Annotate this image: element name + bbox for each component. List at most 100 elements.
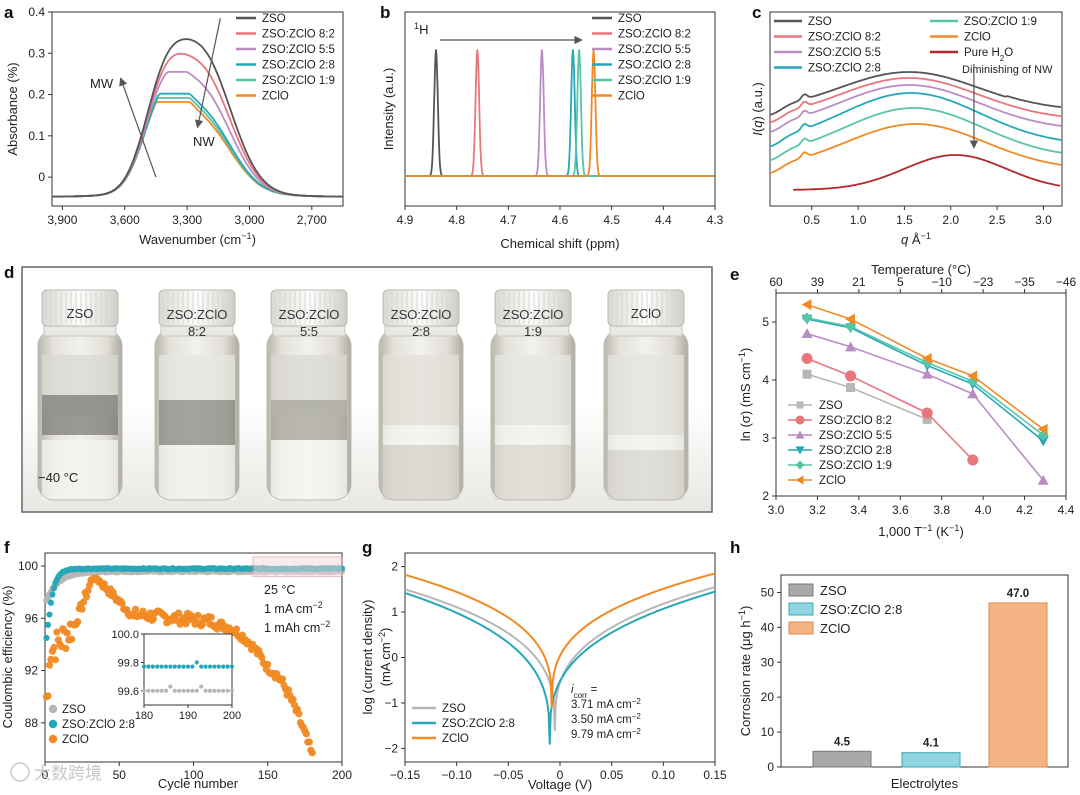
y-tick-label: 0 [767,760,774,774]
label-part: ) (a.u.) [750,82,765,120]
x-tick-label: 100 [183,768,203,782]
tafel-curve [404,572,716,709]
data-marker [1037,436,1049,447]
top-axis-title: Temperature (°C) [871,262,971,277]
top-tick-label: 5 [897,275,904,289]
data-point-zclo [45,661,54,669]
legend-label: ZSO [808,16,832,28]
vial-content [608,450,684,500]
label-part: 1,000 T [878,524,922,539]
legend-label: ZSO [442,703,466,715]
inset-point-zso-zclo-2-8 [181,664,186,669]
legend-label: ZSO:ZClO 1:9 [262,75,335,87]
legend-label: ZSO:ZClO 5:5 [808,47,881,59]
saxs-curve [769,84,1062,133]
x-tick-label: 3.0 [768,503,785,517]
inset-point-zso-zclo-2-8 [146,664,151,669]
inset-y-tick-label: 100.0 [111,629,139,641]
inset-point-zso-zclo-2-8 [163,664,169,669]
x-tick-label: 2.5 [989,213,1006,227]
panel-letter: e [730,265,739,284]
panel-a: a 3,900 3,600 3,300 3,000 2,700 0 0.1 0.2 0.3 0.4 W… [4,3,344,247]
y-axis-title: Corrosion rate (μg h−1) [737,606,753,737]
x-tick-label: 1.5 [896,213,913,227]
label-part: Corrosion rate (μg h [738,620,753,736]
data-point-zclo [44,692,52,700]
label-part: i [571,684,574,696]
data-marker [801,328,813,338]
label-part: Pure H [964,47,1000,59]
vial-label-5-ratio: 1:9 [524,324,542,339]
legend-label: ZSO:ZClO 5:5 [618,44,691,56]
vial-label-4-ratio: 2:8 [412,324,430,339]
legend-label: ZSO [820,583,847,598]
y-axis-title: log (current density) [360,600,375,715]
label-part: 1 mA cm [264,602,313,616]
condition-capacity: 1 mAh cm−2 [264,619,330,635]
x-tick-label: 4.2 [1016,503,1033,517]
label-part: 3.50 mA cm [571,714,632,726]
x-tick-label: 150 [258,768,278,782]
x-axis-title: 1,000 T−1 (K−1) [878,523,964,539]
inset-point-zso [199,684,204,689]
data-point-zclo [149,615,158,623]
data-marker [967,454,979,466]
label-part: −1 [737,352,747,362]
inset-point-zso [203,688,208,693]
vial: ZSO:ZClO 1:9 [490,289,576,501]
icorr-label: icorr = [571,684,598,700]
arrow-mw [119,77,157,178]
data-marker [845,321,857,333]
data-marker [922,414,932,424]
inset-point-zso-zclo-2-8 [203,664,208,669]
data-marker [845,313,855,325]
vial: ZSO [37,289,123,501]
data-marker [802,369,812,379]
x-tick-label: −0.10 [441,768,472,782]
inset-point-zso [212,688,217,693]
label-part: ) [378,628,393,632]
y-tick-label: 1 [391,605,398,619]
data-marker [921,407,933,419]
legend-label: ZSO:ZClO 8:2 [819,415,892,427]
x-tick-label: 4.5 [603,213,620,227]
inset-point-zso-zclo-2-8 [207,664,213,669]
legend-label: ZSO:ZClO 2:8 [442,718,515,730]
photo-frame [21,266,713,513]
legend-label: ZClO [964,32,991,44]
inset-point-zso [146,688,151,693]
x-axis-title: Chemical shift (ppm) [500,236,619,251]
bar-value-label: 47.0 [1007,588,1029,600]
label-part: −2 [377,632,387,642]
data-point-zclo [284,686,293,694]
x-tick-label: 200 [332,768,352,782]
data-marker [795,415,805,425]
vial-label-3-ratio: 5:5 [300,324,318,339]
y-tick-label: 0.2 [28,88,45,102]
x-tick-label: 4.7 [500,213,517,227]
x-axis-title: q Å−1 [901,231,931,247]
inset-point-zso-zclo-2-8 [177,664,182,669]
vial-content [495,445,571,500]
plot-frame [51,11,344,207]
data-point-zclo [50,643,58,652]
zoom-region [252,556,343,578]
data-point-zclo [63,629,71,637]
legend-label: ZClO [618,91,645,103]
data-point-zclo [279,675,287,683]
x-tick-label: 3,900 [47,213,77,227]
legend-label: ZClO [820,621,850,636]
label-part: Å [908,232,921,247]
legend-swatch [788,583,814,597]
data-point-zclo [82,593,91,601]
data-marker [921,353,932,365]
plot-frame [775,292,1067,497]
series-line [806,373,928,421]
data-point-zclo [264,660,272,669]
saxs-curve-water [793,154,1061,191]
inset-point-zso [141,688,147,693]
vial-label-6: ZClO [631,306,661,321]
legend-label: ZSO:ZClO 8:2 [808,32,881,44]
data-point-zso-zclo-2-8 [50,585,58,592]
